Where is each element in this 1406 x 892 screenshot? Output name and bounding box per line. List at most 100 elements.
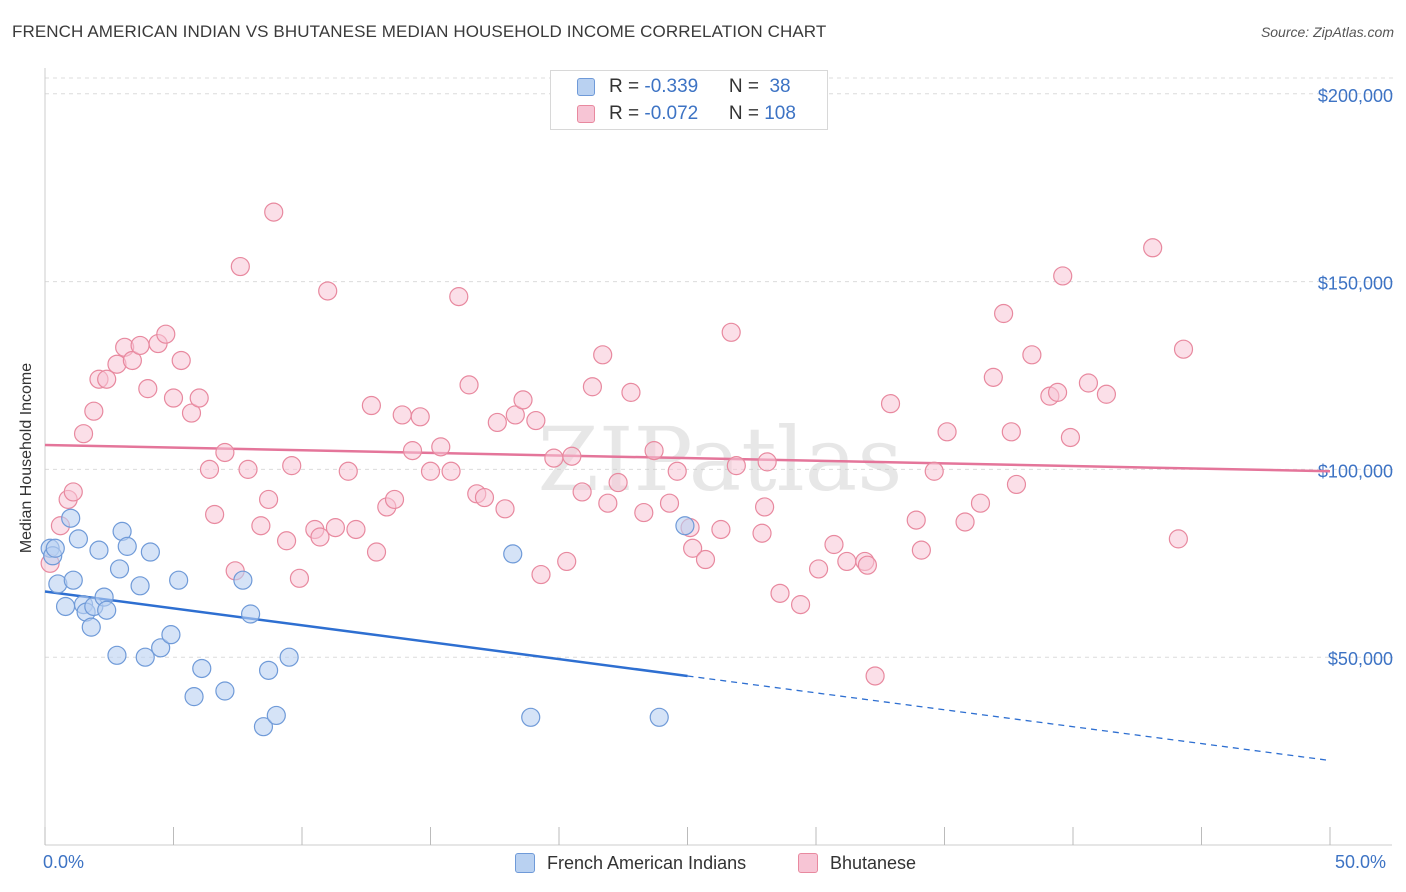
bhutanese-point: [238, 459, 258, 479]
bhutanese-point: [557, 551, 577, 572]
bhutanese-point: [906, 510, 926, 530]
french-american-indian-point: [161, 625, 181, 645]
y-tick-labels: $50,000 $100,000 $150,000 $200,000: [1318, 86, 1393, 669]
bhutanese-point: [1078, 373, 1099, 393]
bhutanese-point: [711, 519, 731, 540]
french-american-indian-point: [184, 687, 204, 707]
bhutanese-point: [441, 461, 461, 481]
bhutanese-point: [644, 441, 664, 461]
bhutanese-point: [230, 256, 250, 277]
french-american-indian-point: [266, 705, 286, 726]
x-tick-label-min: 0.0%: [43, 852, 85, 872]
bhutanese-point: [1022, 345, 1042, 365]
bhutanese-point: [474, 487, 495, 508]
bhutanese-point: [634, 502, 654, 523]
axes: [44, 68, 1392, 846]
bottom-legend-label: Bhutanese: [830, 853, 917, 873]
bhutanese-point: [73, 424, 94, 444]
french-american-indian-point: [169, 570, 189, 590]
bhutanese-point: [1096, 384, 1117, 404]
bhutanese-point: [937, 422, 957, 442]
french-american-indian-point: [97, 600, 117, 620]
french-american-indian-point: [130, 576, 150, 596]
french-american-indian-point: [68, 529, 89, 549]
french-american-indian-points: [40, 508, 695, 737]
bhutanese-point: [310, 527, 330, 547]
bhutanese-point: [130, 335, 150, 356]
bhutanese-point: [366, 542, 387, 562]
bhutanese-point: [97, 369, 117, 389]
french-american-indian-point: [89, 540, 109, 560]
source-label: Source: ZipAtlas.com: [1260, 24, 1394, 40]
legend-r-value: -0.339: [644, 76, 699, 97]
bhutanese-points: [40, 202, 1194, 686]
bhutanese-point: [752, 523, 772, 543]
bhutanese-point: [593, 345, 613, 365]
pink-trend-line: [44, 443, 1331, 473]
legend-r-value: -0.072: [644, 103, 699, 124]
legend-n-label: N =: [728, 103, 765, 124]
bhutanese-point: [1047, 382, 1068, 402]
bhutanese-point: [880, 394, 901, 414]
bhutanese-point: [598, 493, 618, 513]
bhutanese-point: [608, 472, 628, 493]
french-american-indian-point: [117, 536, 137, 556]
bhutanese-point: [318, 281, 338, 301]
bottom-legend-swatch-blue: [515, 853, 535, 873]
bhutanese-point: [770, 583, 790, 603]
legend-r-label: R =: [609, 103, 645, 124]
bhutanese-point: [911, 540, 931, 560]
bhutanese-point: [531, 564, 551, 585]
bhutanese-point: [171, 350, 191, 371]
french-american-indian-point: [675, 516, 695, 536]
bhutanese-point: [683, 538, 703, 558]
bhutanese-point: [251, 516, 271, 536]
french-american-indian-point: [63, 570, 83, 590]
bhutanese-point: [857, 555, 878, 575]
bhutanese-point: [84, 401, 104, 421]
bhutanese-point: [621, 382, 641, 402]
bhutanese-point: [495, 499, 515, 519]
bhutanese-point: [384, 489, 405, 510]
french-american-indian-point: [107, 645, 127, 665]
trend-lines: [44, 443, 1331, 762]
bhutanese-point: [582, 377, 603, 397]
bhutanese-point: [837, 551, 857, 572]
legend-swatch-pink: [577, 105, 595, 123]
bhutanese-point: [983, 367, 1003, 387]
bhutanese-point: [544, 448, 564, 468]
bhutanese-point: [757, 452, 777, 472]
french-american-indian-point: [45, 538, 65, 558]
bhutanese-point: [459, 375, 479, 395]
bhutanese-point: [505, 405, 525, 425]
bhutanese-point: [1006, 474, 1027, 495]
french-american-indian-point: [253, 717, 274, 737]
bottom-legend-swatch-pink: [798, 853, 818, 873]
bhutanese-point: [955, 512, 975, 532]
chart-title: FRENCH AMERICAN INDIAN VS BHUTANESE MEDI…: [12, 22, 827, 41]
bhutanese-point: [215, 442, 235, 463]
bhutanese-point: [189, 388, 209, 408]
gridlines: [45, 77, 1395, 658]
bhutanese-point: [431, 437, 451, 457]
french-american-indian-point: [192, 658, 212, 679]
french-american-indian-point: [279, 647, 299, 667]
bhutanese-point: [526, 410, 546, 431]
legend-n-value: 108: [764, 103, 796, 124]
bhutanese-point: [824, 534, 844, 555]
blue-trend-line-extrapolated: [687, 675, 1331, 762]
bhutanese-point: [487, 412, 507, 433]
bhutanese-point: [924, 461, 944, 481]
bhutanese-point: [63, 482, 83, 502]
french-american-indian-point: [649, 707, 669, 727]
french-american-indian-point: [81, 617, 101, 637]
french-american-indian-point: [215, 681, 235, 701]
french-american-indian-point: [503, 544, 523, 564]
bhutanese-point: [695, 549, 716, 570]
bhutanese-point: [970, 493, 991, 513]
bhutanese-point: [1053, 266, 1073, 286]
french-american-indian-point: [258, 660, 279, 680]
french-american-indian-point: [241, 604, 261, 624]
bhutanese-point: [276, 531, 297, 551]
